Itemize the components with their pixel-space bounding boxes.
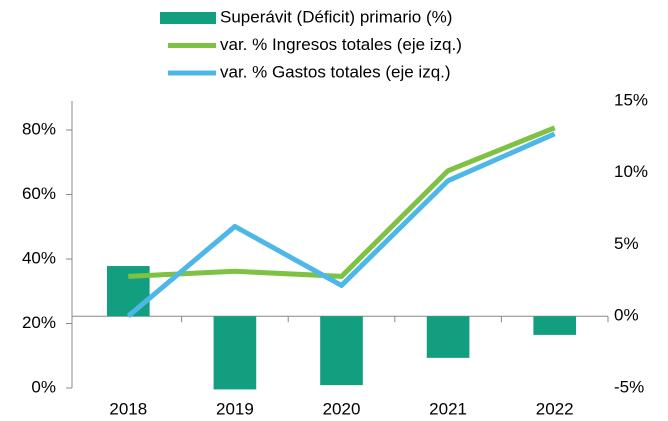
y-tick-label: 0% xyxy=(31,377,56,396)
x-tick-label: 2019 xyxy=(216,399,254,418)
y2-tick-label: 5% xyxy=(614,234,639,253)
x-tick-label: 2022 xyxy=(536,399,574,418)
legend-label: var. % Ingresos totales (eje izq.) xyxy=(220,35,462,54)
y-tick-label: 80% xyxy=(22,120,56,139)
legend-label: var. % Gastos totales (eje izq.) xyxy=(220,62,451,81)
y-tick-label: 40% xyxy=(22,248,56,267)
bar xyxy=(213,316,257,390)
y-tick-label: 20% xyxy=(22,313,56,332)
y2-tick-label: 10% xyxy=(614,162,648,181)
x-tick-label: 2018 xyxy=(109,399,147,418)
x-tick-label: 2020 xyxy=(323,399,361,418)
x-tick-label: 2021 xyxy=(429,399,467,418)
bar xyxy=(320,316,363,386)
y2-tick-label: 0% xyxy=(614,306,639,325)
y2-tick-label: 15% xyxy=(614,90,648,109)
legend-label: Superávit (Déficit) primario (%) xyxy=(220,7,452,26)
line xyxy=(128,125,556,279)
line xyxy=(126,131,556,319)
y-tick-label: 60% xyxy=(22,184,56,203)
bar xyxy=(533,316,577,335)
legend-swatch xyxy=(160,12,216,24)
bar xyxy=(426,316,470,358)
y2-tick-label: -5% xyxy=(614,377,644,396)
